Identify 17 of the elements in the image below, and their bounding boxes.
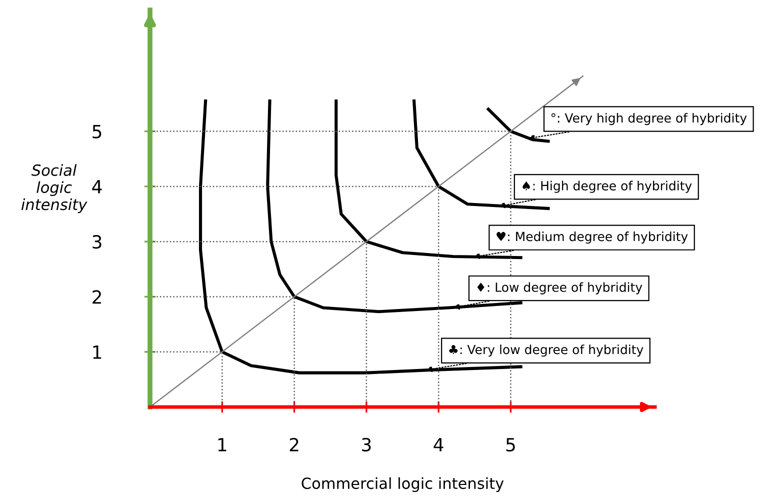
y-axis-title: Social logic intensity <box>21 164 88 214</box>
x-tick-label: 4 <box>434 438 444 452</box>
y-tick-label: 5 <box>92 125 102 138</box>
y-tick-label: 3 <box>92 235 102 249</box>
annotation: ♦: Low degree of hybridity <box>477 282 642 294</box>
x-tick-label: 1 <box>218 438 226 452</box>
annotation: °: Very high degree of hybridity <box>551 112 747 126</box>
x-tick-label: 3 <box>362 438 371 452</box>
x-axis-title: Commercial logic intensity <box>302 477 504 492</box>
annotation: ♥: Medium degree of hybridity <box>496 232 688 244</box>
y-tick-label: 2 <box>92 290 101 304</box>
x-tick-label: 2 <box>290 438 298 452</box>
annotation: ♠: High degree of hybridity <box>522 180 692 193</box>
y-tick-label: 1 <box>93 346 102 359</box>
x-tick-label: 5 <box>506 438 515 452</box>
annotation: ♣: Very low degree of hybridity <box>449 344 644 357</box>
y-tick-label: 4 <box>92 180 102 194</box>
